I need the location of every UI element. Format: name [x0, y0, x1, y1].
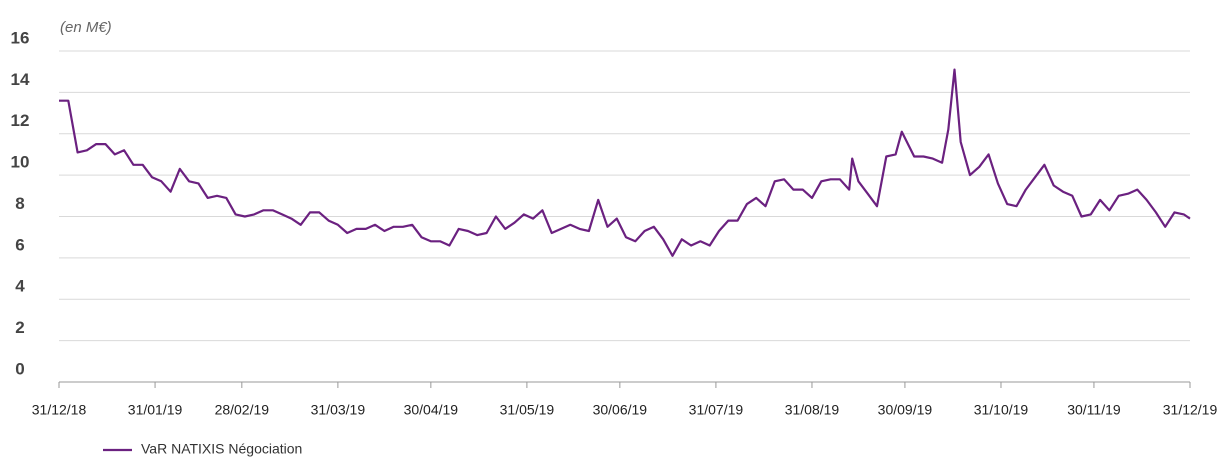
x-tick-label: 30/11/19: [1067, 402, 1121, 418]
y-tick-label: 4: [15, 277, 25, 296]
x-tick-label: 31/05/19: [500, 402, 555, 418]
y-tick-label: 2: [15, 318, 24, 337]
x-tick-label: 31/01/19: [128, 402, 183, 418]
y-tick-label: 6: [15, 235, 24, 254]
unit-label: (en M€): [60, 19, 112, 36]
x-tick-label: 31/08/19: [785, 402, 840, 418]
x-tick-label: 31/12/18: [32, 402, 87, 418]
y-tick-label: 8: [15, 194, 24, 213]
x-tick-label: 30/09/19: [878, 402, 933, 418]
y-tick-label: 10: [11, 153, 30, 172]
y-tick-label: 12: [11, 111, 30, 130]
x-tick-label: 31/03/19: [311, 402, 366, 418]
y-tick-label: 14: [11, 70, 30, 89]
x-tick-label: 30/04/19: [404, 402, 459, 418]
x-tick-label: 31/07/19: [689, 402, 744, 418]
series-line: [59, 68, 1191, 257]
x-tick-label: 31/12/19: [1163, 402, 1218, 418]
x-tick-label: 28/02/19: [215, 402, 270, 418]
legend-label: VaR NATIXIS Négociation: [141, 441, 302, 457]
x-tick-label: 30/06/19: [593, 402, 648, 418]
y-tick-label: 0: [15, 359, 24, 378]
x-tick-label: 31/10/19: [974, 402, 1029, 418]
y-tick-label: 16: [11, 28, 30, 47]
